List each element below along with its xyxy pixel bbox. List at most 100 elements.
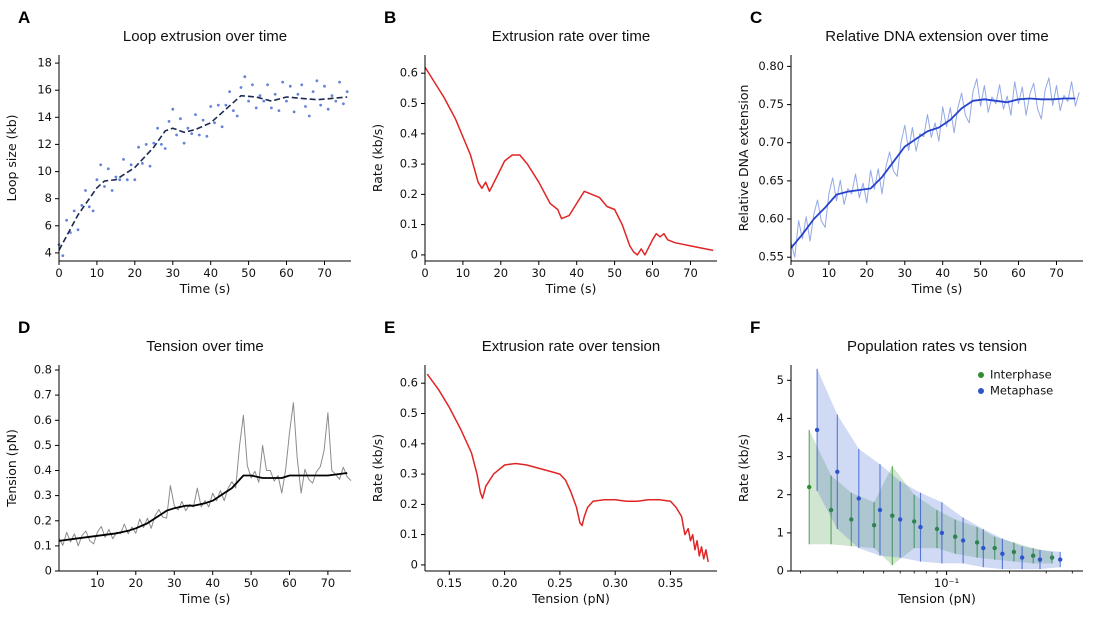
svg-text:0: 0 (45, 564, 52, 578)
svg-text:0.60: 0.60 (758, 212, 784, 226)
svg-text:0.65: 0.65 (758, 173, 784, 187)
svg-text:Rate (kb/s): Rate (kb/s) (737, 434, 751, 502)
svg-text:Time (s): Time (s) (179, 281, 231, 296)
panel-e: E Extrusion rate over tension 0.15 0.20 0.… (366, 310, 732, 620)
svg-text:20: 20 (127, 266, 142, 280)
svg-text:0.35: 0.35 (658, 576, 684, 590)
panel-f: F Population rates vs tension 10⁻¹ 0 1 2 3 4 5… (732, 310, 1098, 620)
svg-text:18: 18 (37, 56, 52, 70)
svg-text:40: 40 (205, 576, 220, 590)
svg-text:10: 10 (822, 266, 837, 280)
svg-text:0: 0 (777, 564, 784, 578)
svg-text:Interphase: Interphase (990, 368, 1052, 382)
svg-text:2: 2 (777, 487, 784, 501)
svg-text:0.30: 0.30 (602, 576, 628, 590)
svg-text:20: 20 (859, 266, 874, 280)
loop-extrusion-plot: 0 10 20 30 40 50 60 70 4 6 8 10 12 14 16 18 Time (s) Loop… (5, 55, 351, 296)
svg-text:60: 60 (282, 576, 297, 590)
svg-text:12: 12 (37, 137, 52, 151)
svg-text:20: 20 (128, 576, 143, 590)
svg-text:16: 16 (37, 83, 52, 97)
extrusion-rate-time-plot: 0 10 20 30 40 50 60 70 0 0.1 0.2 0.3 0.4 0.5 0.6 Time (… (371, 55, 717, 296)
svg-text:70: 70 (317, 266, 332, 280)
svg-text:0.2: 0.2 (400, 497, 418, 511)
svg-text:60: 60 (279, 266, 294, 280)
svg-text:6: 6 (45, 218, 52, 232)
svg-text:Tension (pN): Tension (pN) (897, 591, 976, 606)
svg-text:0.80: 0.80 (758, 59, 784, 73)
dna-extension-plot: 0 10 20 30 40 50 60 70 0.55 0.60 0.65 0.70 0.75 0.80 T… (737, 55, 1083, 296)
svg-text:8: 8 (45, 191, 52, 205)
panel-c: C Relative DNA extension over time 0 10 20… (732, 0, 1098, 310)
panel-d: D Tension over time 10 20 30 40 50 60 70 0 0.1 0.… (0, 310, 366, 620)
svg-text:40: 40 (569, 266, 584, 280)
svg-text:0.3: 0.3 (400, 467, 418, 481)
svg-text:50: 50 (241, 266, 256, 280)
svg-text:60: 60 (1011, 266, 1026, 280)
svg-text:3: 3 (777, 449, 784, 463)
svg-text:0.55: 0.55 (758, 250, 784, 264)
svg-text:14: 14 (37, 110, 52, 124)
svg-text:0.4: 0.4 (400, 126, 418, 140)
svg-text:0.70: 0.70 (758, 135, 784, 149)
svg-text:10: 10 (456, 266, 471, 280)
svg-text:0.2: 0.2 (400, 187, 418, 201)
tension-time-plot: 10 20 30 40 50 60 70 0 0.1 0.2 0.3 0.4 0.5 0.6 0.7 0.8 T… (5, 363, 352, 606)
panel-label-a: A (18, 8, 31, 27)
svg-text:0.20: 0.20 (492, 576, 518, 590)
svg-text:10: 10 (37, 164, 52, 178)
svg-text:10: 10 (90, 266, 105, 280)
panel-title-b: Extrusion rate over time (491, 28, 651, 45)
svg-text:Rate (kb/s): Rate (kb/s) (371, 434, 385, 502)
svg-text:Time (s): Time (s) (911, 281, 963, 296)
svg-text:0.25: 0.25 (547, 576, 573, 590)
svg-text:0: 0 (421, 266, 428, 280)
panel-label-f: F (750, 318, 761, 337)
panel-title-c: Relative DNA extension over time (825, 28, 1049, 45)
svg-text:Loop size (kb): Loop size (kb) (5, 114, 19, 201)
svg-text:Tension (pN): Tension (pN) (5, 429, 19, 508)
svg-text:0: 0 (787, 266, 794, 280)
panel-label-b: B (384, 8, 397, 27)
svg-text:50: 50 (973, 266, 988, 280)
svg-text:70: 70 (1049, 266, 1064, 280)
svg-text:40: 40 (203, 266, 218, 280)
svg-text:60: 60 (645, 266, 660, 280)
svg-text:0.5: 0.5 (400, 406, 418, 420)
panel-title-d: Tension over time (146, 338, 264, 355)
svg-text:0.4: 0.4 (400, 436, 418, 450)
svg-text:20: 20 (493, 266, 508, 280)
svg-text:0: 0 (411, 557, 418, 571)
panel-title-e: Extrusion rate over tension (481, 338, 661, 355)
svg-text:0.3: 0.3 (400, 157, 418, 171)
svg-text:0.75: 0.75 (758, 97, 784, 111)
svg-text:30: 30 (167, 576, 182, 590)
panel-title-a: Loop extrusion over time (122, 28, 288, 45)
svg-text:0.1: 0.1 (34, 538, 52, 552)
svg-text:Relative DNA extension: Relative DNA extension (737, 85, 751, 232)
svg-text:70: 70 (683, 266, 698, 280)
svg-text:5: 5 (777, 373, 784, 387)
svg-text:4: 4 (777, 411, 784, 425)
svg-text:30: 30 (897, 266, 912, 280)
panel-b: B Extrusion rate over time 0 10 20 30 40 50 60… (366, 0, 732, 310)
svg-text:0.5: 0.5 (34, 438, 52, 452)
svg-text:0.4: 0.4 (34, 463, 52, 477)
svg-text:0.7: 0.7 (34, 388, 52, 402)
svg-text:50: 50 (607, 266, 622, 280)
svg-text:0: 0 (411, 247, 418, 261)
extrusion-rate-tension-plot: 0.15 0.20 0.25 0.30 0.35 0 0.1 0.2 0.3 0.4 0.5 0.6 T… (371, 365, 717, 606)
panel-label-d: D (18, 318, 31, 337)
svg-text:0.2: 0.2 (34, 513, 52, 527)
svg-text:40: 40 (935, 266, 950, 280)
svg-text:Tension (pN): Tension (pN) (531, 591, 610, 606)
svg-text:Time (s): Time (s) (179, 591, 231, 606)
svg-text:30: 30 (531, 266, 546, 280)
svg-text:1: 1 (777, 525, 784, 539)
svg-text:0.3: 0.3 (34, 488, 52, 502)
panel-a: A Loop extrusion over time 0 10 20 30 40 50 60… (0, 0, 366, 310)
panel-label-c: C (750, 8, 763, 27)
svg-text:Time (s): Time (s) (545, 281, 597, 296)
svg-text:30: 30 (165, 266, 180, 280)
